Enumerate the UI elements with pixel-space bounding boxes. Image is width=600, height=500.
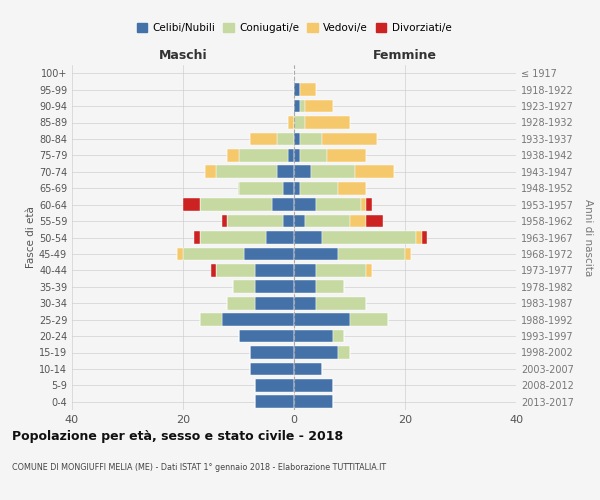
Bar: [361, 198, 366, 211]
Bar: [239, 330, 294, 342]
Bar: [338, 248, 405, 260]
Bar: [294, 214, 305, 228]
Bar: [222, 214, 227, 228]
Bar: [305, 116, 349, 129]
Bar: [349, 313, 388, 326]
Bar: [294, 264, 316, 277]
Bar: [244, 248, 294, 260]
Bar: [338, 182, 366, 194]
Bar: [183, 198, 200, 211]
Bar: [200, 198, 272, 211]
Bar: [338, 346, 349, 359]
Bar: [255, 396, 294, 408]
Bar: [294, 83, 299, 96]
Bar: [255, 264, 294, 277]
Bar: [239, 149, 289, 162]
Bar: [183, 248, 244, 260]
Bar: [294, 182, 299, 194]
Bar: [349, 214, 366, 228]
Bar: [233, 280, 255, 293]
Bar: [255, 379, 294, 392]
Bar: [355, 166, 394, 178]
Bar: [294, 248, 338, 260]
Bar: [366, 198, 372, 211]
Bar: [266, 231, 294, 244]
Bar: [255, 297, 294, 310]
Bar: [272, 198, 294, 211]
Bar: [217, 166, 277, 178]
Bar: [294, 132, 299, 145]
Bar: [294, 280, 316, 293]
Bar: [277, 132, 294, 145]
Bar: [299, 83, 316, 96]
Y-axis label: Anni di nascita: Anni di nascita: [583, 199, 593, 276]
Bar: [250, 132, 277, 145]
Text: COMUNE DI MONGIUFFI MELIA (ME) - Dati ISTAT 1° gennaio 2018 - Elaborazione TUTTI: COMUNE DI MONGIUFFI MELIA (ME) - Dati IS…: [12, 463, 386, 472]
Bar: [289, 116, 294, 129]
Bar: [416, 231, 422, 244]
Bar: [255, 280, 294, 293]
Bar: [299, 149, 328, 162]
Text: Maschi: Maschi: [158, 48, 208, 62]
Bar: [328, 149, 366, 162]
Bar: [289, 149, 294, 162]
Bar: [299, 132, 322, 145]
Bar: [178, 248, 183, 260]
Bar: [366, 264, 372, 277]
Bar: [299, 182, 338, 194]
Bar: [283, 182, 294, 194]
Bar: [238, 182, 283, 194]
Bar: [222, 313, 294, 326]
Bar: [294, 346, 338, 359]
Bar: [294, 231, 322, 244]
Bar: [294, 198, 316, 211]
Bar: [205, 166, 216, 178]
Bar: [227, 149, 239, 162]
Bar: [311, 166, 355, 178]
Bar: [227, 214, 283, 228]
Y-axis label: Fasce di età: Fasce di età: [26, 206, 36, 268]
Bar: [294, 313, 349, 326]
Bar: [299, 100, 305, 112]
Bar: [200, 231, 266, 244]
Bar: [316, 198, 361, 211]
Bar: [294, 379, 333, 392]
Legend: Celibi/Nubili, Coniugati/e, Vedovi/e, Divorziati/e: Celibi/Nubili, Coniugati/e, Vedovi/e, Di…: [133, 18, 455, 37]
Bar: [227, 297, 255, 310]
Bar: [200, 313, 222, 326]
Bar: [305, 214, 349, 228]
Bar: [211, 264, 216, 277]
Bar: [294, 166, 311, 178]
Bar: [194, 231, 200, 244]
Bar: [305, 100, 333, 112]
Text: Popolazione per età, sesso e stato civile - 2018: Popolazione per età, sesso e stato civil…: [12, 430, 343, 443]
Bar: [316, 297, 366, 310]
Bar: [422, 231, 427, 244]
Bar: [294, 116, 305, 129]
Bar: [294, 362, 322, 376]
Bar: [283, 214, 294, 228]
Bar: [294, 149, 299, 162]
Bar: [316, 280, 344, 293]
Bar: [250, 346, 294, 359]
Bar: [294, 330, 333, 342]
Bar: [250, 362, 294, 376]
Text: Femmine: Femmine: [373, 48, 437, 62]
Bar: [294, 100, 299, 112]
Bar: [294, 297, 316, 310]
Bar: [322, 231, 416, 244]
Bar: [405, 248, 410, 260]
Bar: [316, 264, 366, 277]
Bar: [216, 264, 255, 277]
Bar: [277, 166, 294, 178]
Bar: [366, 214, 383, 228]
Bar: [294, 396, 333, 408]
Bar: [333, 330, 344, 342]
Bar: [322, 132, 377, 145]
